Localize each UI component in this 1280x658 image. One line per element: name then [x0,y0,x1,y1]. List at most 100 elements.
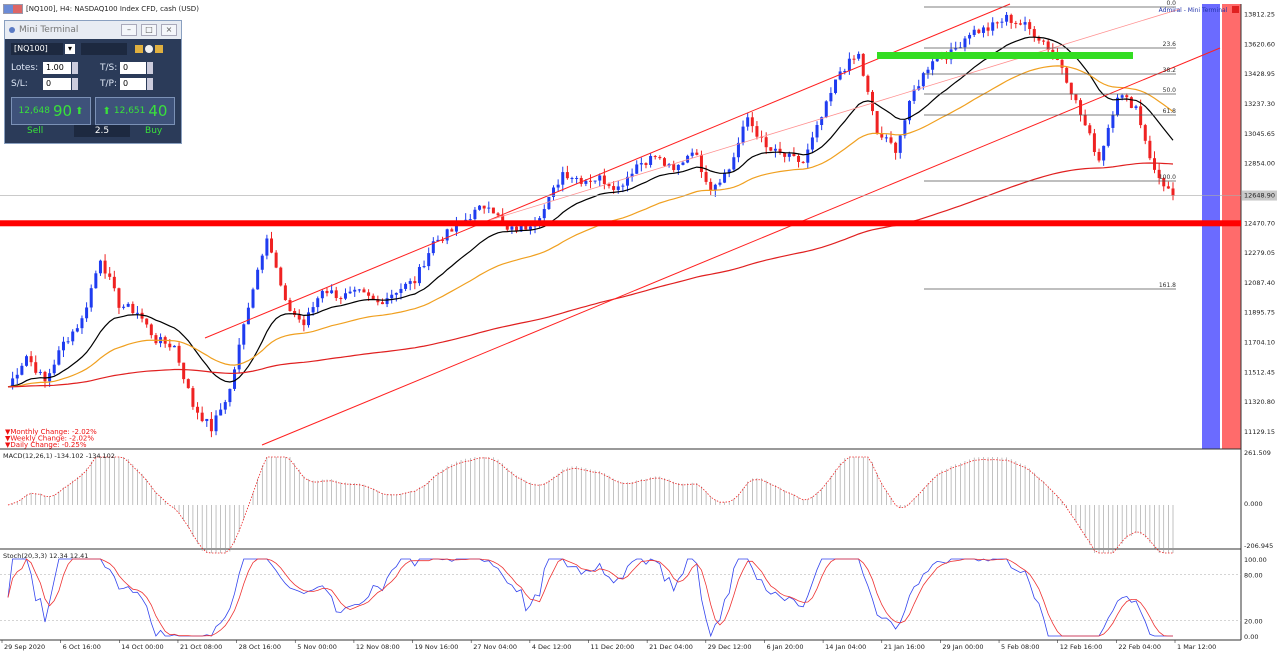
candle [450,229,454,232]
symbol-extra-field [81,43,127,55]
mini-terminal-label: Admiral - Mini Terminal [1159,7,1228,14]
candle [903,120,907,136]
chart-icon [3,4,23,14]
candle [598,175,602,181]
candle [24,356,28,366]
buy-price-button[interactable]: ⬆ 12,651 40 [95,97,175,125]
candle [71,331,75,342]
ts-stepper[interactable] [147,62,153,74]
x-tick-label: 12 Feb 16:00 [1060,643,1103,651]
lots-stepper[interactable] [72,62,78,74]
fib-level-label: 50.0 [1163,87,1177,94]
current-price-label: 12648.90 [1244,192,1275,200]
candle [1060,59,1064,68]
candle [330,290,334,294]
candle [769,147,773,151]
sell-price-button[interactable]: 12,648 90 ⬆ [11,97,91,125]
candle [704,172,708,182]
close-button[interactable]: × [161,24,177,36]
x-tick-label: 11 Dec 20:00 [591,643,635,651]
candle [394,292,398,295]
symbol-select[interactable]: [NQ100] [11,43,63,55]
lots-input[interactable]: 1.00 [43,62,71,74]
candle [348,291,352,294]
candle [602,175,606,184]
candle [542,209,546,219]
candle [732,157,736,170]
maximize-button[interactable]: □ [141,24,157,36]
candle [552,187,556,197]
candle [843,70,847,72]
candle [1065,67,1069,83]
tp-stepper[interactable] [147,78,153,90]
candle [399,288,403,293]
candle [1157,169,1161,178]
chevron-down-icon[interactable]: ▾ [65,44,75,54]
candle [986,27,990,31]
candle [810,137,814,150]
stoch-scale-label: 20.00 [1244,618,1263,626]
candle [1134,106,1138,108]
candle [797,155,801,162]
mini-terminal-icon [9,27,15,33]
info-icon[interactable] [155,45,163,53]
candle [894,142,898,153]
candle [1092,133,1096,153]
x-tick-label: 28 Oct 16:00 [239,643,281,651]
candle [75,328,79,332]
candle [1042,40,1046,42]
candle [417,266,421,284]
sell-button[interactable]: Sell [27,126,44,136]
x-tick-label: 21 Jan 16:00 [884,643,925,651]
channel-lower-line [261,47,1221,446]
fib-level-label: 38.2 [1163,67,1177,74]
y-tick-label: 12470.70 [1244,219,1275,227]
candle [991,22,995,31]
candle [709,181,713,191]
tp-input[interactable]: 0 [120,78,146,90]
mini-terminal-titlebar[interactable]: Mini Terminal – □ × [5,21,181,39]
x-tick-label: 29 Dec 12:00 [708,643,752,651]
candle [820,117,824,125]
candle [1005,14,1009,22]
buy-price-small: 12,651 [113,106,146,116]
candle [191,388,195,407]
y-tick-label: 12854.00 [1244,160,1275,168]
candle [491,207,495,214]
candle [829,92,833,102]
candle [43,371,47,382]
refresh-icon[interactable] [145,45,153,53]
candle [404,283,408,289]
candle [117,288,121,308]
mini-terminal-panel[interactable]: Mini Terminal – □ × [NQ100] ▾ Lotes: 1.0… [4,20,182,144]
candle [427,253,431,267]
sl-input[interactable]: 0 [43,78,71,90]
candle [311,307,315,313]
y-tick-label: 11895.75 [1244,309,1275,317]
buy-button[interactable]: Buy [145,126,163,136]
macd-label: MACD(12,26,1) -134.102 -134.102 [3,452,115,460]
candle [237,344,241,370]
y-tick-label: 13045.65 [1244,130,1275,138]
candle [154,335,158,344]
candle [912,89,916,101]
ts-input[interactable]: 0 [120,62,146,74]
mini-terminal-badge [1232,6,1239,13]
candle [1102,145,1106,161]
candle [954,48,958,50]
sl-stepper[interactable] [72,78,78,90]
resistance-zone [877,52,1133,59]
candle [662,158,666,166]
candle [1014,22,1018,24]
x-tick-label: 1 Mar 12:00 [1177,643,1216,651]
candle [806,149,810,163]
chart-title: [NQ100], H4: NASDAQ100 Index CFD, cash (… [3,4,199,14]
candle [98,260,102,274]
settings-icon[interactable] [135,45,143,53]
minimize-button[interactable]: – [121,24,137,36]
candle [736,142,740,158]
candle [219,409,223,416]
candle [917,86,921,90]
x-tick-label: 12 Nov 08:00 [356,643,400,651]
